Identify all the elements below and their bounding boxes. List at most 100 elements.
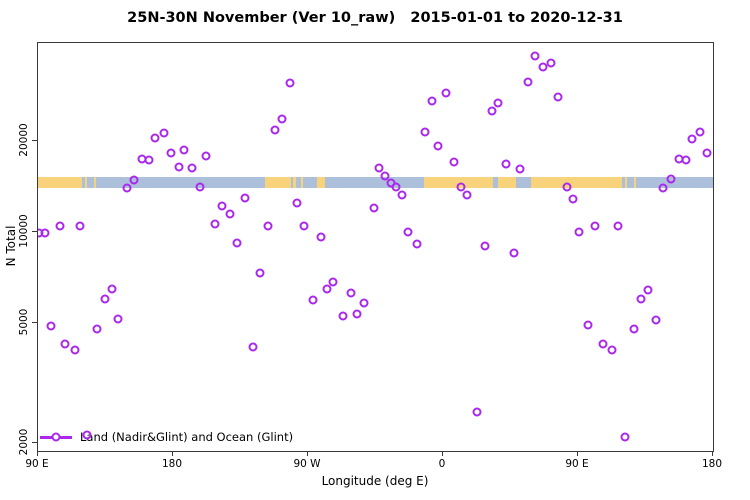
legend-marker [40, 430, 72, 444]
y-tick [32, 139, 37, 141]
scatter-point [456, 182, 466, 192]
scatter-point [643, 285, 653, 295]
scatter-point [232, 238, 242, 248]
land-segment [498, 177, 517, 188]
x-tick-label: 90 E [25, 458, 49, 470]
scatter-point [462, 190, 472, 200]
scatter-point [369, 203, 379, 213]
y-tick-label: 2000 [18, 428, 30, 456]
scatter-point [240, 193, 250, 203]
scatter-point [629, 324, 639, 334]
land-segment [633, 177, 637, 188]
y-tick [32, 442, 37, 444]
scatter-point [420, 127, 430, 137]
land-segment [531, 177, 622, 188]
scatter-point [359, 298, 369, 308]
x-axis-label: Longitude (deg E) [321, 474, 429, 488]
scatter-point [75, 221, 85, 231]
scatter-point [530, 51, 540, 61]
land-segment [264, 177, 292, 188]
y-tick [32, 230, 37, 232]
land-segment [317, 177, 325, 188]
scatter-point [562, 182, 572, 192]
scatter-point [187, 163, 197, 173]
scatter-point [46, 321, 56, 331]
legend-label: Land (Nadir&Glint) and Ocean (Glint) [80, 430, 294, 444]
scatter-point [433, 141, 443, 151]
chart-title: 25N-30N November (Ver 10_raw) 2015-01-01… [127, 10, 623, 26]
scatter-point [449, 157, 459, 167]
plot-area: Land (Nadir&Glint) and Ocean (Glint) [37, 42, 714, 452]
x-tick-label: 180 [701, 458, 723, 470]
scatter-point [538, 62, 548, 72]
scatter-point [248, 342, 258, 352]
scatter-point [174, 162, 184, 172]
scatter-point [501, 159, 511, 169]
y-tick-label: 10000 [18, 214, 30, 248]
scatter-point [397, 190, 407, 200]
y-tick [32, 321, 37, 323]
scatter-point [493, 98, 503, 108]
scatter-point [338, 311, 348, 321]
scatter-point [568, 194, 578, 204]
scatter-point [195, 182, 205, 192]
scatter-point [285, 78, 295, 88]
scatter-point [263, 221, 273, 231]
scatter-point [658, 183, 668, 193]
scatter-point [70, 345, 80, 355]
legend-circle-icon [51, 432, 61, 442]
scatter-point [590, 221, 600, 231]
scatter-point [308, 295, 318, 305]
scatter-point [523, 77, 533, 87]
scatter-point [487, 106, 497, 116]
x-tick [577, 451, 578, 456]
scatter-point [636, 294, 646, 304]
scatter-point [583, 320, 593, 330]
scatter-point [277, 114, 287, 124]
x-tick-label: 90 W [293, 458, 321, 470]
scatter-point [620, 432, 630, 442]
scatter-point [100, 294, 110, 304]
scatter-point [292, 198, 302, 208]
scatter-point [150, 133, 160, 143]
x-tick-label: 90 E [565, 458, 589, 470]
scatter-point [695, 127, 705, 137]
scatter-point [82, 430, 92, 440]
scatter-point [60, 339, 70, 349]
x-tick [307, 451, 308, 456]
scatter-point [201, 151, 211, 161]
scatter-point [346, 288, 356, 298]
scatter-point [113, 314, 123, 324]
scatter-point [129, 175, 139, 185]
x-tick [37, 451, 38, 456]
x-tick [172, 451, 173, 456]
scatter-point [651, 315, 661, 325]
x-tick [442, 451, 443, 456]
scatter-point [553, 92, 563, 102]
scatter-point [107, 284, 117, 294]
scatter-point [328, 277, 338, 287]
scatter-point [40, 228, 50, 238]
scatter-point [391, 182, 401, 192]
scatter-point [607, 345, 617, 355]
scatter-point [179, 145, 189, 155]
y-tick-label: 5000 [18, 308, 30, 336]
scatter-point [374, 163, 384, 173]
scatter-point [546, 58, 556, 68]
x-tick [712, 451, 713, 456]
scatter-point [480, 241, 490, 251]
scatter-point [217, 201, 227, 211]
scatter-point [613, 221, 623, 231]
y-tick-label: 20000 [18, 123, 30, 157]
y-axis-label: N Total [4, 225, 18, 267]
scatter-point [270, 125, 280, 135]
scatter-point [122, 183, 132, 193]
land-segment [293, 177, 296, 188]
scatter-point [702, 148, 712, 158]
scatter-point [144, 155, 154, 165]
scatter-point [159, 128, 169, 138]
scatter-point [403, 227, 413, 237]
land-segment [38, 177, 82, 188]
scatter-point [509, 248, 519, 258]
